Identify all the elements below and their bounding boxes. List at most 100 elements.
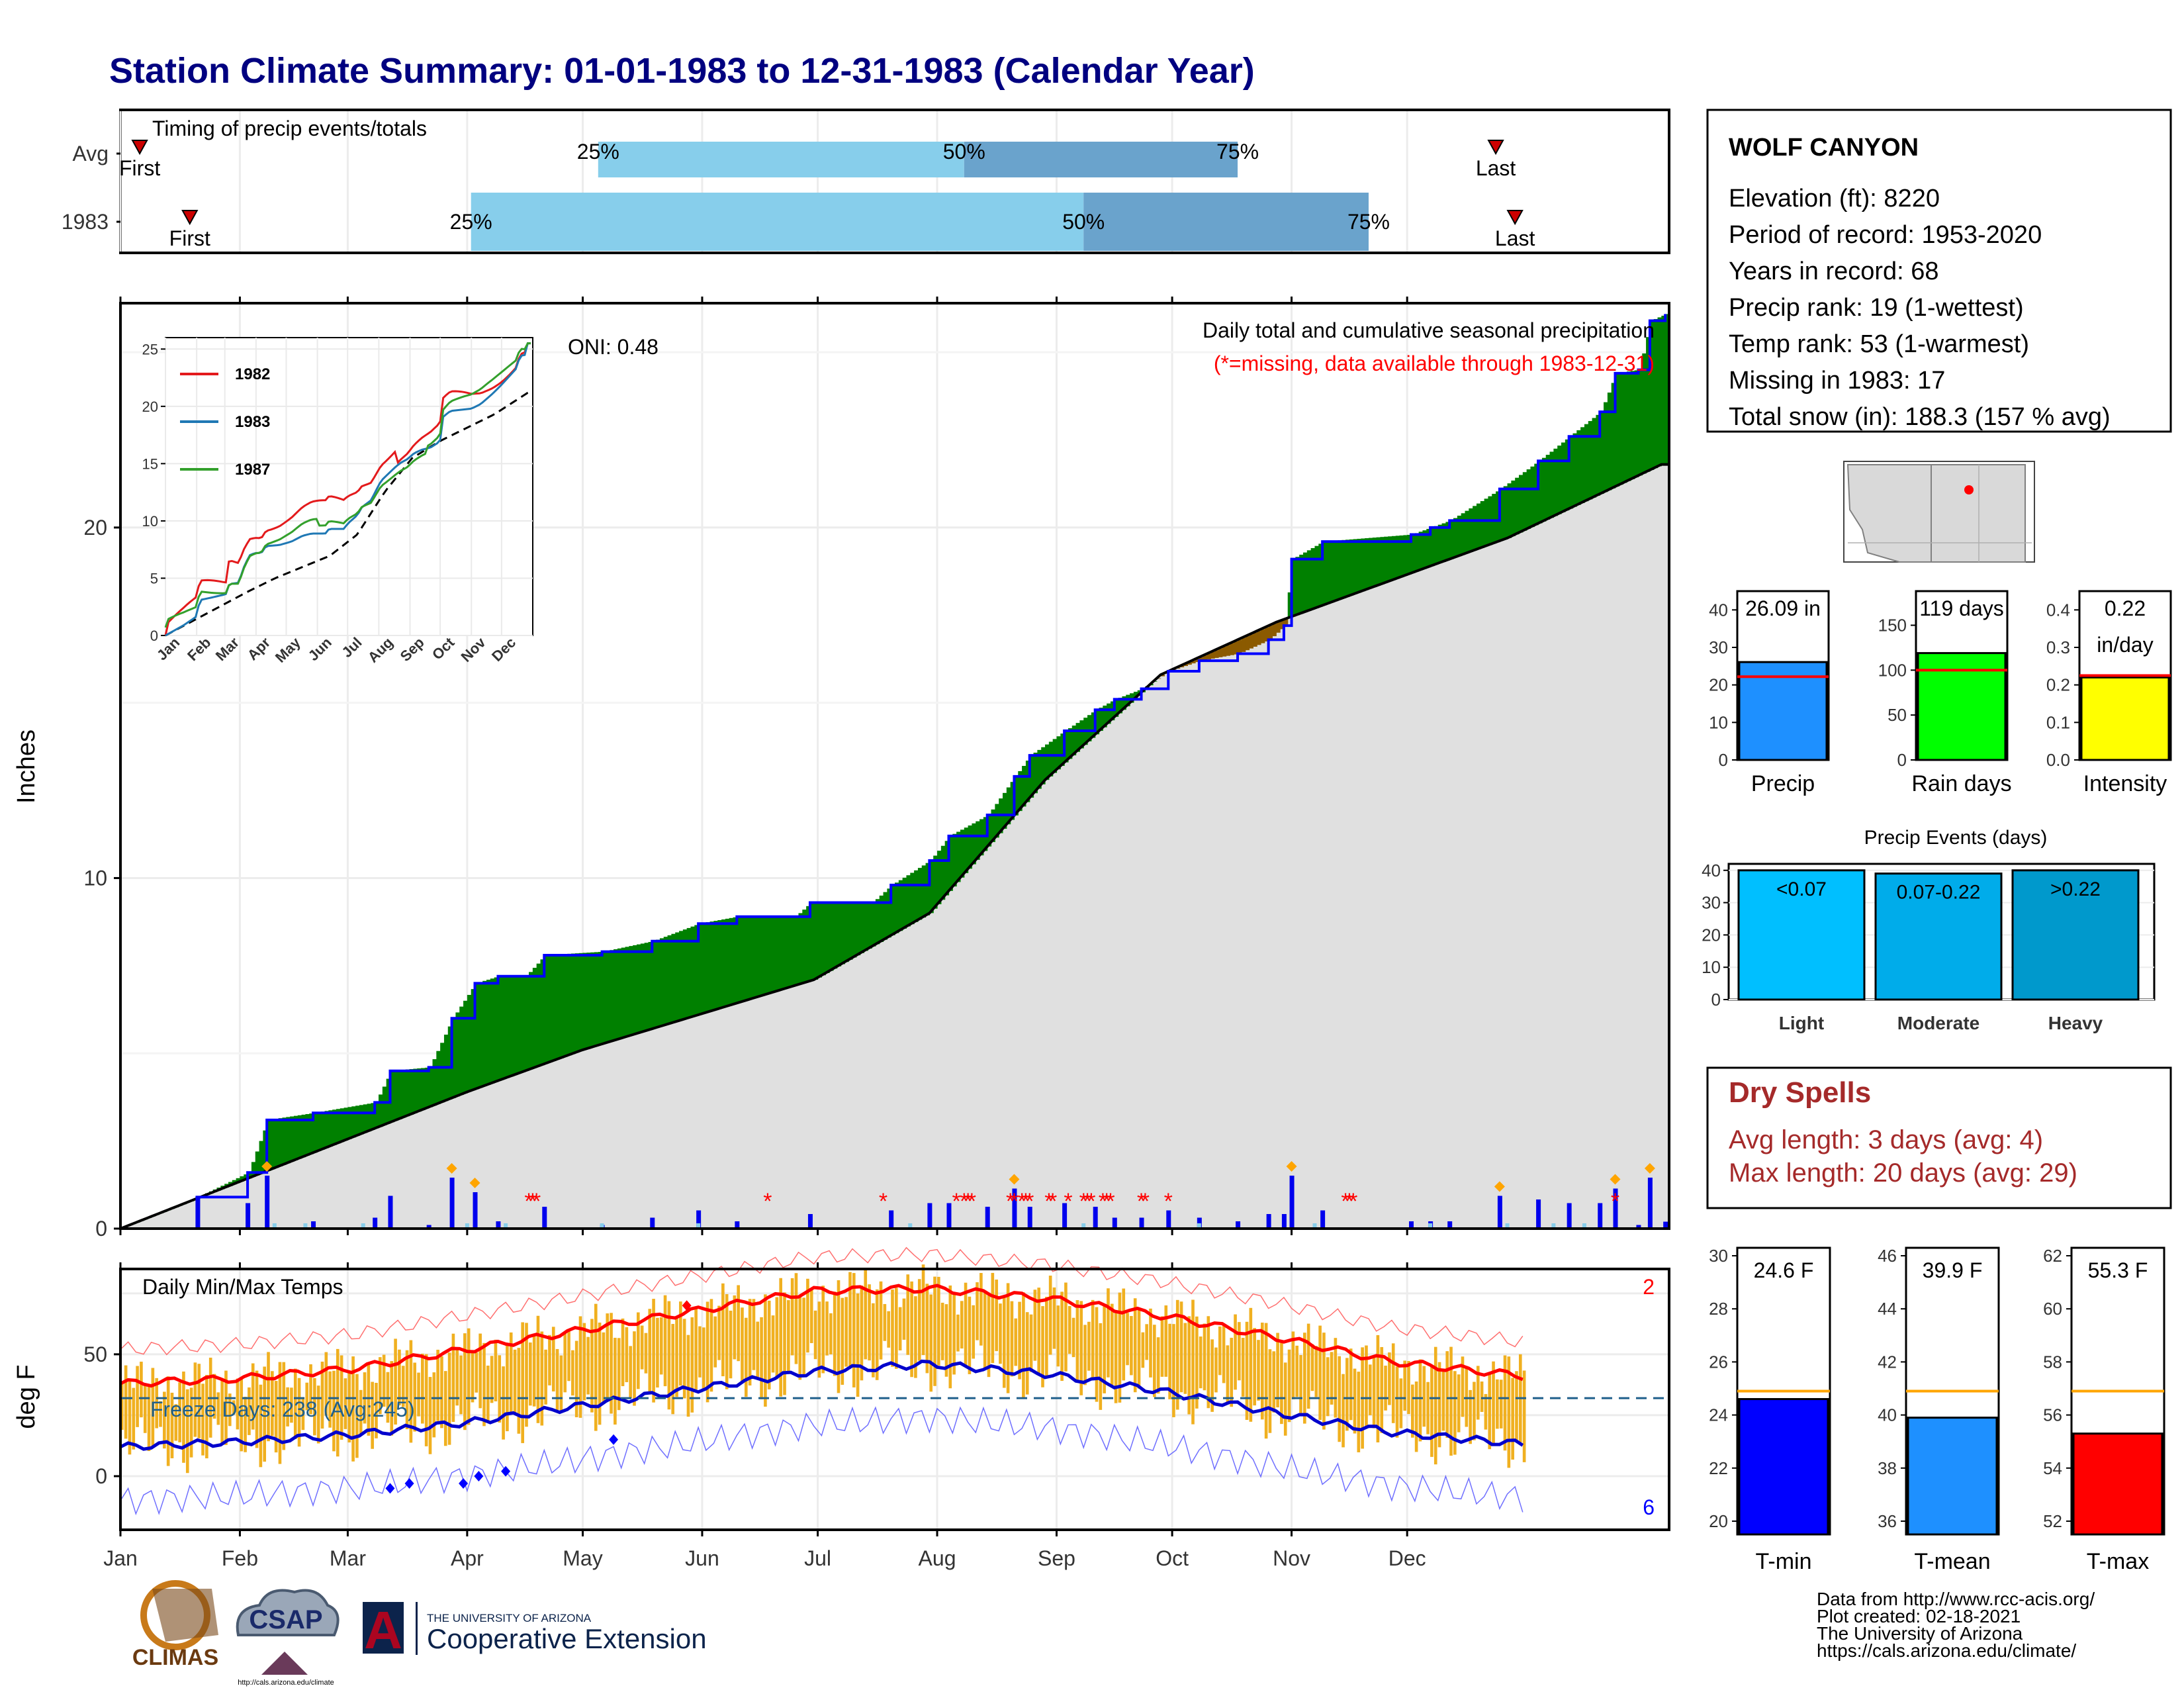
daily-temp-range-bar bbox=[185, 1389, 189, 1474]
daily-precip-bar bbox=[195, 1196, 201, 1229]
above-avg-fill bbox=[1122, 696, 1126, 710]
above-avg-fill bbox=[737, 916, 741, 1004]
summary-value-label: 0.22 bbox=[2105, 596, 2146, 620]
missing-day-marker: * bbox=[1021, 1189, 1030, 1214]
daily-temp-range-bar bbox=[224, 1370, 228, 1445]
daily-temp-range-bar bbox=[1107, 1288, 1110, 1378]
above-avg-fill bbox=[586, 953, 591, 1049]
daily-temp-range-bar bbox=[1056, 1305, 1060, 1367]
temp-summary-ytick-label: 24 bbox=[1709, 1405, 1728, 1425]
below-avg-fill bbox=[1199, 657, 1204, 661]
above-avg-fill bbox=[1576, 430, 1581, 505]
precip-frame bbox=[119, 302, 1670, 1230]
daily-temp-range-bar bbox=[506, 1344, 509, 1432]
daily-precip-bar bbox=[735, 1221, 740, 1229]
above-avg-fill bbox=[305, 1114, 310, 1156]
daily-precip-bar bbox=[1663, 1221, 1668, 1229]
events-bar-label: Moderate bbox=[1897, 1013, 1979, 1033]
above-avg-fill bbox=[1075, 723, 1081, 752]
record-low-marker bbox=[609, 1434, 619, 1445]
missing-day-marker: * bbox=[1079, 1189, 1088, 1214]
daily-temp-range-bar bbox=[513, 1349, 517, 1414]
above-avg-fill bbox=[517, 976, 522, 1074]
daily-temp-range-bar bbox=[1206, 1316, 1210, 1409]
above-avg-fill bbox=[555, 954, 561, 1060]
daily-temp-range-bar bbox=[1349, 1348, 1353, 1421]
station-info-box: WOLF CANYON Elevation (ft): 8220 Period o… bbox=[1706, 109, 2172, 433]
daily-temp-range-bar bbox=[764, 1294, 767, 1407]
precip-ylabel: Inches bbox=[13, 729, 40, 804]
daily-temp-range-bar bbox=[1437, 1362, 1441, 1448]
below-avg-fill bbox=[1222, 646, 1227, 657]
above-avg-fill bbox=[1041, 747, 1046, 784]
above-avg-fill bbox=[1029, 755, 1034, 798]
below-avg-fill bbox=[1234, 641, 1238, 655]
daily-temp-range-bar bbox=[525, 1323, 528, 1427]
daily-temp-range-bar bbox=[952, 1294, 956, 1375]
daily-temp-range-bar bbox=[216, 1392, 220, 1425]
above-avg-fill bbox=[263, 1130, 267, 1173]
daily-precip-bar bbox=[246, 1203, 251, 1229]
daily-temp-range-bar bbox=[255, 1370, 259, 1448]
daily-temp-range-bar bbox=[1422, 1366, 1426, 1427]
daily-temp-range-bar bbox=[744, 1317, 748, 1397]
above-avg-fill bbox=[1453, 518, 1458, 558]
daily-precip-bar bbox=[927, 1203, 933, 1229]
daily-precip-bar bbox=[496, 1221, 501, 1229]
daily-temp-range-bar bbox=[1492, 1361, 1495, 1446]
daily-temp-range-bar bbox=[424, 1354, 428, 1446]
daily-temp-range-bar bbox=[271, 1371, 274, 1436]
above-avg-fill bbox=[1569, 436, 1574, 509]
above-avg-fill bbox=[1353, 539, 1358, 594]
timing-label: Timing of precip events/totals bbox=[152, 117, 427, 140]
daily-precip-bar bbox=[1447, 1221, 1453, 1229]
daily-temp-range-bar bbox=[197, 1364, 201, 1438]
above-avg-fill bbox=[467, 994, 472, 1092]
above-avg-fill bbox=[614, 949, 618, 1041]
temp-summary-bar bbox=[2072, 1432, 2163, 1536]
daily-temp-range-bar bbox=[1461, 1356, 1465, 1417]
month-label: Jan bbox=[103, 1546, 138, 1570]
trace-precip-tick bbox=[600, 1223, 604, 1229]
above-avg-fill bbox=[1314, 545, 1319, 608]
missing-day-marker: * bbox=[1611, 1189, 1619, 1214]
daily-temp-range-bar bbox=[1022, 1292, 1025, 1399]
above-avg-fill bbox=[1361, 538, 1365, 592]
daily-temp-range-bar bbox=[887, 1311, 890, 1348]
above-avg-fill bbox=[1619, 373, 1623, 485]
above-avg-fill bbox=[629, 946, 633, 1036]
daily-temp-range-bar bbox=[1153, 1325, 1156, 1397]
station-name: WOLF CANYON bbox=[1729, 134, 1919, 162]
above-avg-fill bbox=[960, 829, 965, 878]
above-avg-fill bbox=[1484, 498, 1489, 547]
daily-temp-range-bar bbox=[902, 1298, 906, 1340]
above-avg-fill bbox=[976, 821, 980, 860]
above-avg-fill bbox=[328, 1110, 333, 1147]
missing-day-marker: * bbox=[1006, 1189, 1015, 1214]
daily-temp-range-bar bbox=[806, 1278, 809, 1353]
trace-precip-tick bbox=[465, 1223, 469, 1229]
inset-ytick-label: 10 bbox=[142, 513, 158, 530]
inset-frame bbox=[165, 337, 533, 636]
above-avg-fill bbox=[340, 1108, 345, 1143]
daily-temp-range-bar bbox=[844, 1297, 848, 1367]
above-avg-fill bbox=[1480, 500, 1485, 548]
daily-temp-range-bar bbox=[1245, 1321, 1249, 1420]
avg-cumulative-line bbox=[120, 463, 1669, 1230]
above-avg-fill bbox=[567, 953, 572, 1056]
daily-temp-range-bar bbox=[1403, 1360, 1406, 1411]
below-avg-fill bbox=[1276, 622, 1281, 633]
daily-temp-range-bar bbox=[648, 1309, 652, 1395]
daily-temp-range-bar bbox=[193, 1362, 197, 1437]
ua-bottom-text: Cooperative Extension bbox=[427, 1623, 707, 1654]
daily-temp-range-bar bbox=[1430, 1365, 1433, 1457]
above-avg-fill bbox=[286, 1117, 291, 1164]
inset-ytick-label: 25 bbox=[142, 341, 158, 357]
above-avg-fill bbox=[494, 977, 499, 1082]
daily-temp-range-bar bbox=[379, 1357, 382, 1415]
below-avg-fill bbox=[1179, 666, 1185, 668]
daily-precip-bar bbox=[1281, 1214, 1287, 1229]
daily-temp-range-bar bbox=[1025, 1312, 1029, 1395]
daily-temp-range-bar bbox=[644, 1333, 648, 1374]
daily-temp-range-bar bbox=[752, 1299, 756, 1370]
